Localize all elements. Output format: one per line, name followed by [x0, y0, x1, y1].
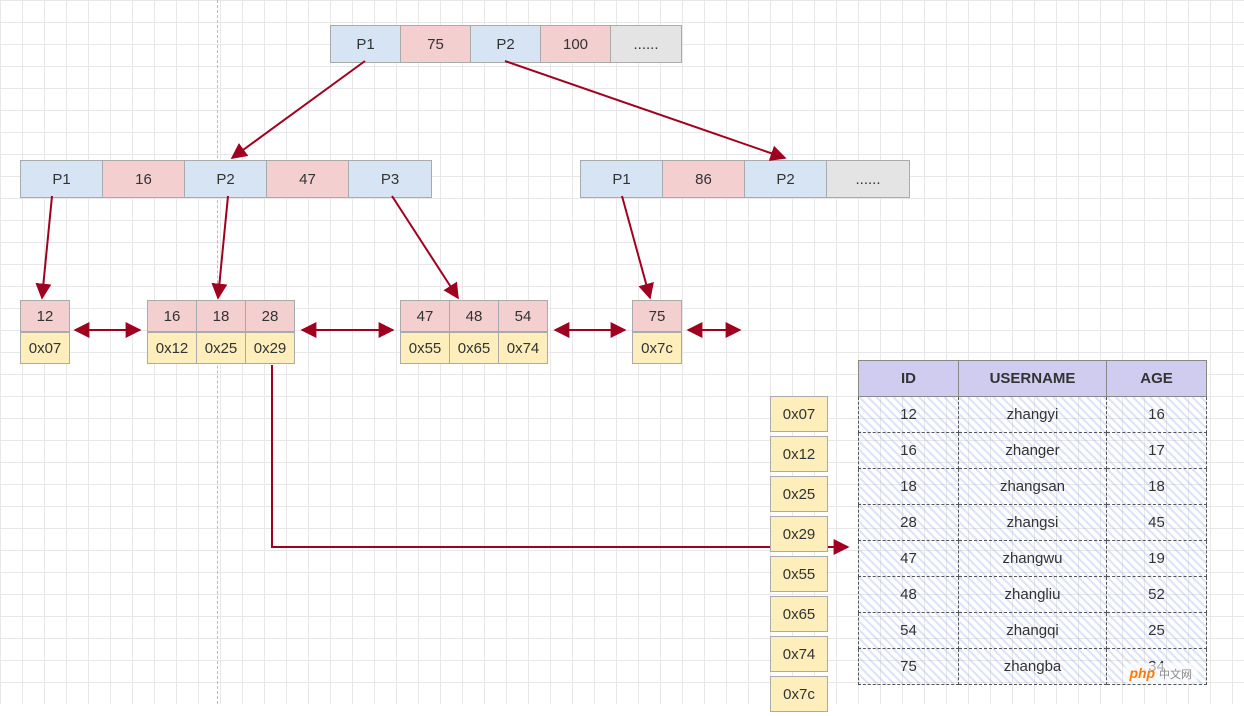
tree-node-cell: P1	[21, 161, 103, 197]
tree-node: P175P2100......	[330, 25, 682, 63]
tree-node: P116P247P3	[20, 160, 432, 198]
leaf-ptr-cell: 0x55	[400, 332, 450, 364]
table-cell: zhangwu	[959, 541, 1107, 577]
table-cell: 28	[859, 505, 959, 541]
watermark-logo: php 中文网	[1123, 663, 1198, 684]
tree-node-cell: ......	[827, 161, 909, 197]
table-cell: zhangsi	[959, 505, 1107, 541]
leaf-key-cell: 18	[196, 300, 246, 332]
table-row: 47zhangwu19	[859, 541, 1207, 577]
tree-node-cell: P1	[581, 161, 663, 197]
leaf-ptr-cell: 0x7c	[632, 332, 682, 364]
leaf-ptr-cell: 0x74	[498, 332, 548, 364]
tree-node-cell: P1	[331, 26, 401, 62]
address-cell: 0x07	[770, 396, 828, 432]
table-cell: 17	[1107, 433, 1207, 469]
leaf-node: 750x7c	[632, 300, 682, 364]
address-column: 0x07 0x12 0x25 0x29 0x55 0x65 0x74 0x7c	[770, 396, 828, 716]
leaf-ptr-cell: 0x65	[449, 332, 499, 364]
leaf-node: 474854 0x550x650x74	[400, 300, 548, 364]
leaf-node: 120x07	[20, 300, 70, 364]
tree-node-cell: 47	[267, 161, 349, 197]
tree-node-cell: P2	[745, 161, 827, 197]
table-cell: 47	[859, 541, 959, 577]
tree-node-cell: P2	[471, 26, 541, 62]
table-cell: 48	[859, 577, 959, 613]
table-cell: 54	[859, 613, 959, 649]
tree-node-cell: 100	[541, 26, 611, 62]
table-cell: 16	[859, 433, 959, 469]
tree-node: P186P2......	[580, 160, 910, 198]
table-header-cell: USERNAME	[959, 361, 1107, 397]
table-header-cell: ID	[859, 361, 959, 397]
leaf-key-cell: 16	[147, 300, 197, 332]
leaf-node: 161828 0x120x250x29	[147, 300, 295, 364]
table-row: 48zhangliu52	[859, 577, 1207, 613]
table-cell: 18	[1107, 469, 1207, 505]
table-header-cell: AGE	[1107, 361, 1207, 397]
table-cell: zhangsan	[959, 469, 1107, 505]
leaf-key-cell: 12	[20, 300, 70, 332]
address-cell: 0x7c	[770, 676, 828, 712]
table-cell: zhangliu	[959, 577, 1107, 613]
tree-node-cell: 16	[103, 161, 185, 197]
address-cell: 0x12	[770, 436, 828, 472]
leaf-ptr-cell: 0x12	[147, 332, 197, 364]
tree-node-cell: 75	[401, 26, 471, 62]
table-row: 12zhangyi16	[859, 397, 1207, 433]
table-row: 18zhangsan18	[859, 469, 1207, 505]
leaf-key-cell: 47	[400, 300, 450, 332]
leaf-key-cell: 28	[245, 300, 295, 332]
leaf-key-cell: 48	[449, 300, 499, 332]
table-cell: 19	[1107, 541, 1207, 577]
table-cell: 45	[1107, 505, 1207, 541]
data-table: IDUSERNAMEAGE 12zhangyi1616zhanger1718zh…	[858, 360, 1207, 685]
tree-node-cell: ......	[611, 26, 681, 62]
table-cell: 25	[1107, 613, 1207, 649]
leaf-key-cell: 54	[498, 300, 548, 332]
table-row: 28zhangsi45	[859, 505, 1207, 541]
leaf-ptr-cell: 0x29	[245, 332, 295, 364]
table-cell: 18	[859, 469, 959, 505]
table-cell: 75	[859, 649, 959, 685]
leaf-ptr-cell: 0x25	[196, 332, 246, 364]
table-row: 16zhanger17	[859, 433, 1207, 469]
leaf-key-cell: 75	[632, 300, 682, 332]
tree-node-cell: P2	[185, 161, 267, 197]
table-cell: 16	[1107, 397, 1207, 433]
address-cell: 0x65	[770, 596, 828, 632]
tree-node-cell: P3	[349, 161, 431, 197]
table-cell: zhanger	[959, 433, 1107, 469]
address-cell: 0x55	[770, 556, 828, 592]
table-cell: 52	[1107, 577, 1207, 613]
table-cell: zhangba	[959, 649, 1107, 685]
address-cell: 0x25	[770, 476, 828, 512]
table-cell: zhangqi	[959, 613, 1107, 649]
table-cell: zhangyi	[959, 397, 1107, 433]
address-cell: 0x74	[770, 636, 828, 672]
leaf-ptr-cell: 0x07	[20, 332, 70, 364]
table-cell: 12	[859, 397, 959, 433]
address-cell: 0x29	[770, 516, 828, 552]
table-row: 54zhangqi25	[859, 613, 1207, 649]
tree-node-cell: 86	[663, 161, 745, 197]
